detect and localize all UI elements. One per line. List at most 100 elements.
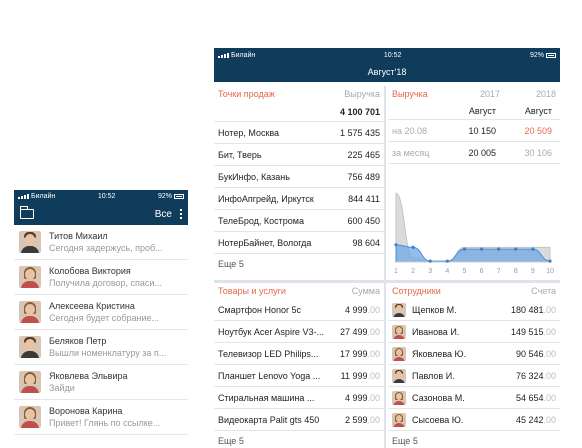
- points-of-sale-panel[interactable]: Точки продаж Выручка 4 100 701 Нотер, Мо…: [214, 86, 384, 280]
- kpi-value-2017: 20 005: [468, 147, 496, 158]
- row-name: Бит, Тверь: [218, 149, 262, 160]
- employee-row[interactable]: Сазонова М. 54 654.00: [388, 387, 560, 409]
- avatar: [19, 371, 41, 393]
- employee-value-decimals: .00: [543, 414, 556, 425]
- employee-value-decimals: .00: [543, 392, 556, 403]
- show-more-link[interactable]: Еще 5: [218, 259, 244, 269]
- total-value: 4 100 701: [339, 106, 380, 117]
- employee-value: 76 324: [515, 370, 544, 381]
- folder-icon[interactable]: [20, 206, 34, 219]
- row-value: 2 599: [344, 414, 368, 425]
- table-row[interactable]: Смартфон Honor 5c 4 999.00: [214, 299, 384, 321]
- goods-panel[interactable]: Товары и услуги Сумма Смартфон Honor 5c 4…: [214, 283, 384, 448]
- revenue-panel[interactable]: Выручка 2017 2018 Август Август на 20.08…: [388, 86, 560, 280]
- battery-label: 92%: [529, 51, 544, 59]
- avatar: [19, 406, 41, 428]
- row-value: 844 411: [348, 193, 380, 204]
- panel-divider: [214, 280, 560, 283]
- carrier-label: Билайн: [31, 193, 56, 200]
- panel-title: Выручка: [392, 89, 428, 99]
- row-name: Планшет Lenovo Yoga ...: [218, 370, 321, 381]
- status-bar: Билайн 10:52 92%: [214, 48, 560, 62]
- row-name: Телевизор LED Philips...: [218, 348, 319, 359]
- battery-icon: [546, 52, 556, 58]
- kebab-menu-icon[interactable]: [180, 209, 182, 219]
- avatar: [392, 412, 406, 427]
- table-row[interactable]: ТелеБрод, Кострома 600 450: [214, 210, 384, 232]
- x-tick-label: 7: [497, 268, 501, 275]
- employee-value: 149 515: [510, 326, 544, 337]
- employee-row[interactable]: Павлов И. 76 324.00: [388, 365, 560, 387]
- table-row[interactable]: БукИнфо, Казань 756 489: [214, 166, 384, 188]
- table-row[interactable]: Видеокарта Palit gts 450 2 599.00: [214, 409, 384, 431]
- chart-point: [514, 247, 518, 251]
- employee-row[interactable]: Иванова И. 149 515.00: [388, 321, 560, 343]
- revenue-chart: 1 2 3 4 5 6 7 8 9 10: [394, 192, 554, 275]
- row-value-decimals: .00: [367, 370, 380, 381]
- table-row[interactable]: Стиральная машина ... 4 999.00: [214, 387, 384, 409]
- chat-name: Алексеева Кристина: [49, 301, 135, 311]
- chat-name: Титов Михаил: [49, 231, 108, 241]
- x-tick-label: 9: [531, 268, 535, 275]
- employee-value-decimals: .00: [543, 326, 556, 337]
- x-tick-label: 3: [428, 268, 432, 275]
- filter-all-button[interactable]: Все: [154, 208, 172, 220]
- table-row[interactable]: ИнфоАпгрейд, Иркутск 844 411: [214, 188, 384, 210]
- row-value: 27 499: [339, 326, 368, 337]
- row-name: Смартфон Honor 5c: [218, 304, 302, 315]
- x-tick-label: 10: [546, 268, 554, 275]
- chat-list-item[interactable]: Титов Михаил Сегодня задержусь, проб...: [14, 225, 188, 260]
- row-value: 600 450: [347, 215, 380, 226]
- carrier-label: Билайн: [231, 51, 256, 59]
- chat-list-item[interactable]: Беляков Петр Вышли номенклатуру за п...: [14, 330, 188, 365]
- kpi-value-2018: 20 509: [524, 125, 552, 136]
- chat-preview: Сегодня будет собрание...: [49, 313, 160, 323]
- employee-name: Павлов И.: [412, 370, 455, 381]
- row-value-decimals: .00: [367, 348, 380, 359]
- employees-panel[interactable]: Сотрудники Счета Щепков М. 180 481.00 Иван…: [388, 283, 560, 448]
- panel-metric: Выручка: [344, 89, 380, 99]
- battery-icon: [174, 194, 184, 199]
- chat-list-item[interactable]: Алексеева Кристина Сегодня будет собрание…: [14, 295, 188, 330]
- table-row[interactable]: Телевизор LED Philips... 17 999.00: [214, 343, 384, 365]
- avatar: [392, 346, 406, 361]
- clock: 10:52: [97, 193, 116, 200]
- table-row[interactable]: Нотер, Москва 1 575 435: [214, 122, 384, 144]
- table-row[interactable]: НотерБайнет, Вологда 98 604: [214, 232, 384, 254]
- chat-list-item[interactable]: Колобова Виктория Получила договор, спаси…: [14, 260, 188, 295]
- chat-list-item[interactable]: Яковлева Эльвира Зайди: [14, 365, 188, 400]
- chat-name: Беляков Петр: [49, 336, 107, 346]
- table-row[interactable]: Ноутбук Acer Aspire V3-... 27 499.00: [214, 321, 384, 343]
- chat-list-item[interactable]: Воронова Карина Привет! Глянь по ссылке..…: [14, 400, 188, 435]
- show-more-link[interactable]: Еще 5: [392, 436, 418, 446]
- employee-value: 45 242: [515, 414, 544, 425]
- x-tick-label: 1: [394, 268, 398, 275]
- show-more-link[interactable]: Еще 5: [218, 436, 244, 446]
- row-name: БукИнфо, Казань: [218, 171, 290, 182]
- chart-point: [479, 247, 484, 251]
- employee-row[interactable]: Щепков М. 180 481.00: [388, 299, 560, 321]
- signal-icon: [18, 194, 29, 199]
- row-value-decimals: .00: [367, 414, 380, 425]
- chat-name: Колобова Виктория: [49, 266, 131, 276]
- row-value: 225 465: [347, 149, 380, 160]
- table-row[interactable]: Планшет Lenovo Yoga ... 11 999.00: [214, 365, 384, 387]
- period-title[interactable]: Август'18: [214, 62, 560, 82]
- chat-preview: Привет! Глянь по ссылке...: [49, 418, 161, 428]
- avatar: [392, 390, 406, 405]
- x-tick-label: 4: [445, 268, 449, 275]
- row-value: 756 489: [347, 171, 380, 182]
- row-value: 98 604: [352, 237, 380, 248]
- panel-title: Точки продаж: [218, 89, 275, 99]
- panel-metric: Сумма: [351, 286, 380, 296]
- month-label: Август: [524, 105, 552, 116]
- employee-row[interactable]: Сысоева Ю. 45 242.00: [388, 409, 560, 431]
- kpi-value-2018: 30 106: [524, 147, 552, 158]
- chat-name: Воронова Карина: [49, 406, 123, 416]
- year-2018: 2018: [535, 89, 556, 99]
- avatar: [19, 301, 41, 323]
- table-row[interactable]: Бит, Тверь 225 465: [214, 144, 384, 166]
- month-label: Август: [468, 105, 496, 116]
- employee-row[interactable]: Яковлева Ю. 90 546.00: [388, 343, 560, 365]
- chart-point: [445, 259, 449, 263]
